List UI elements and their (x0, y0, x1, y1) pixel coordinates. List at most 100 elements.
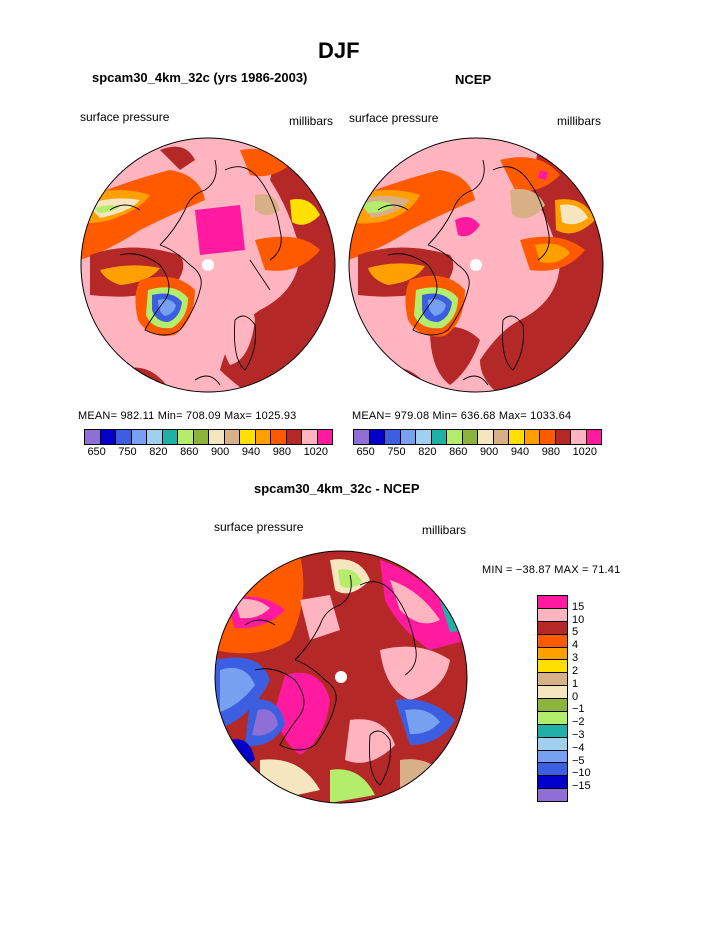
colorbar-tick-label: 1020 (572, 446, 598, 458)
colorbar-tick-label: −4 (572, 741, 585, 754)
difference-title: spcam30_4km_32c - NCEP (254, 481, 420, 496)
colorbar-swatch (538, 673, 567, 687)
difference-stats: MIN = −38.87 MAX = 71.41 (482, 564, 621, 576)
colorbar-tick-label: −2 (572, 716, 585, 729)
right-map-border (348, 137, 604, 393)
colorbar-swatch (538, 737, 567, 751)
right-variable-label: surface pressure (349, 111, 439, 125)
colorbar-tick-label: 0 (572, 690, 579, 703)
colorbar-swatch (538, 699, 567, 712)
colorbar-swatch (538, 750, 567, 764)
colorbar-swatch (193, 430, 209, 444)
colorbar-tick-label: 3 (572, 652, 579, 665)
colorbar-swatch (317, 430, 332, 444)
left-stats: MEAN= 982.11 Min= 708.09 Max= 1025.93 (78, 410, 297, 422)
colorbar-swatch (131, 430, 147, 444)
colorbar-tick-label: 940 (241, 446, 261, 458)
colorbar-swatch (100, 430, 116, 444)
main-title: DJF (318, 38, 360, 63)
colorbar-swatch (586, 430, 601, 444)
colorbar-tick-label: 860 (180, 446, 199, 458)
colorbar-swatch (538, 608, 567, 622)
colorbar-tick-label: 1020 (303, 446, 329, 458)
colorbar-swatch (571, 430, 587, 444)
colorbar-swatch (147, 430, 163, 444)
right-stats: MEAN= 979.08 Min= 636.68 Max= 1033.64 (352, 410, 572, 422)
colorbar-swatch (538, 711, 567, 725)
colorbar-swatch (538, 763, 567, 777)
difference-units-label: millibars (422, 523, 467, 537)
colorbar-tick-label: −1 (572, 703, 585, 716)
left-variable-label: surface pressure (80, 110, 170, 124)
colorbar-swatch (509, 430, 525, 444)
colorbar-swatch (538, 724, 567, 738)
colorbar-swatch (447, 430, 463, 444)
colorbar-swatch (478, 430, 494, 444)
colorbar-tick-label: −5 (572, 754, 585, 767)
colorbar-swatch (416, 430, 432, 444)
colorbar-tick-label: 2 (572, 664, 579, 677)
colorbar-swatch (555, 430, 571, 444)
colorbar-tick-label: 940 (510, 446, 530, 458)
colorbar-swatch (538, 660, 567, 674)
colorbar-swatch (400, 430, 416, 444)
left-polar-map (81, 138, 335, 392)
left-map-border (80, 137, 336, 393)
colorbar-swatch (178, 430, 194, 444)
colorbar-tick-label: 820 (149, 446, 168, 458)
left-pole-marker (202, 259, 214, 271)
colorbar-tick-label: 650 (356, 446, 375, 458)
colorbar-swatch (240, 430, 256, 444)
colorbar-tick-label: 750 (387, 446, 406, 458)
colorbar-tick-label: 820 (418, 446, 437, 458)
colorbar-swatch (462, 430, 478, 444)
colorbar-swatch (85, 430, 101, 444)
colorbar-tick-label: 860 (449, 446, 468, 458)
left-colorbar (84, 429, 333, 445)
left-panel-title: spcam30_4km_32c (yrs 1986-2003) (92, 70, 308, 85)
colorbar-swatch (538, 686, 567, 699)
colorbar-swatch (255, 430, 271, 444)
colorbar-swatch (538, 634, 567, 648)
difference-map-border (214, 550, 468, 804)
colorbar-swatch (538, 789, 567, 801)
colorbar-swatch (209, 430, 225, 444)
colorbar-tick-label: −15 (572, 780, 591, 793)
right-colorbar (353, 429, 602, 445)
colorbar-tick-label: 15 (572, 600, 585, 613)
colorbar-tick-label: 900 (210, 446, 230, 458)
colorbar-tick-label: 900 (479, 446, 499, 458)
difference-pole-marker (335, 671, 347, 683)
right-pole-marker (470, 259, 482, 271)
right-units-label: millibars (557, 114, 602, 128)
colorbar-swatch (286, 430, 302, 444)
colorbar-swatch (354, 430, 370, 444)
colorbar-tick-label: 750 (118, 446, 137, 458)
colorbar-tick-label: 5 (572, 626, 579, 639)
colorbar-tick-label: 4 (572, 639, 579, 652)
colorbar-tick-label: 980 (541, 446, 561, 458)
colorbar-swatch (162, 430, 178, 444)
colorbar-swatch (493, 430, 509, 444)
colorbar-swatch (271, 430, 287, 444)
colorbar-swatch (524, 430, 540, 444)
colorbar-swatch (538, 776, 567, 790)
colorbar-swatch (538, 596, 567, 609)
colorbar-tick-label: −10 (572, 767, 591, 780)
difference-variable-label: surface pressure (214, 520, 304, 534)
colorbar-swatch (540, 430, 556, 444)
colorbar-tick-label: −3 (572, 728, 585, 741)
colorbar-swatch (385, 430, 401, 444)
colorbar-tick-label: 1 (572, 677, 579, 690)
colorbar-swatch (369, 430, 385, 444)
colorbar-tick-label: 980 (272, 446, 292, 458)
colorbar-swatch (538, 647, 567, 661)
colorbar-swatch (431, 430, 447, 444)
colorbar-swatch (538, 621, 567, 635)
difference-colorbar (537, 595, 568, 802)
colorbar-tick-label: 650 (87, 446, 106, 458)
left-units-label: millibars (289, 114, 334, 128)
colorbar-swatch (224, 430, 240, 444)
right-panel-title: NCEP (455, 72, 492, 87)
colorbar-swatch (302, 430, 318, 444)
